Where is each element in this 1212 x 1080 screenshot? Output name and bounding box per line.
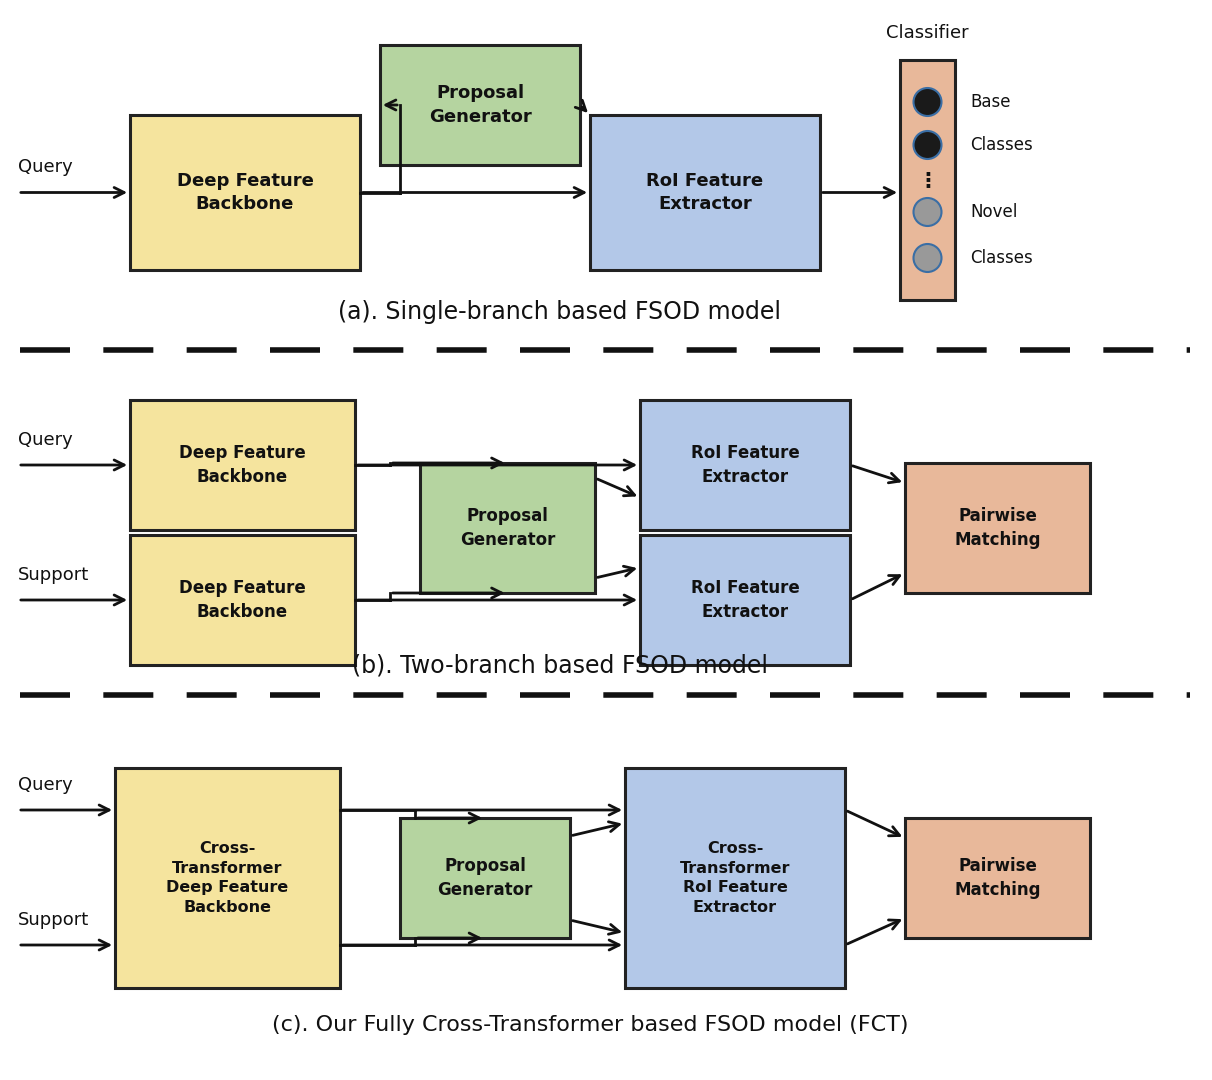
Text: Pairwise
Matching: Pairwise Matching bbox=[954, 858, 1041, 899]
Circle shape bbox=[914, 244, 942, 272]
Text: Support: Support bbox=[18, 912, 90, 929]
Text: Classifier: Classifier bbox=[886, 24, 968, 42]
FancyBboxPatch shape bbox=[640, 400, 850, 530]
FancyBboxPatch shape bbox=[115, 768, 341, 988]
Text: Support: Support bbox=[18, 566, 90, 584]
FancyBboxPatch shape bbox=[130, 400, 355, 530]
Text: RoI Feature
Extractor: RoI Feature Extractor bbox=[691, 444, 800, 486]
FancyBboxPatch shape bbox=[590, 114, 821, 270]
Text: Base: Base bbox=[970, 93, 1011, 111]
FancyBboxPatch shape bbox=[421, 463, 595, 593]
Text: Deep Feature
Backbone: Deep Feature Backbone bbox=[179, 444, 305, 486]
FancyBboxPatch shape bbox=[905, 463, 1090, 593]
Text: Novel: Novel bbox=[970, 203, 1017, 221]
FancyBboxPatch shape bbox=[130, 535, 355, 665]
Text: RoI Feature
Extractor: RoI Feature Extractor bbox=[691, 579, 800, 621]
Text: Deep Feature
Backbone: Deep Feature Backbone bbox=[177, 172, 314, 213]
Text: RoI Feature
Extractor: RoI Feature Extractor bbox=[646, 172, 764, 213]
FancyBboxPatch shape bbox=[905, 818, 1090, 939]
Text: Cross-
Transformer
RoI Feature
Extractor: Cross- Transformer RoI Feature Extractor bbox=[680, 841, 790, 915]
Text: Classes: Classes bbox=[970, 249, 1033, 267]
Text: Deep Feature
Backbone: Deep Feature Backbone bbox=[179, 579, 305, 621]
Circle shape bbox=[914, 198, 942, 226]
FancyBboxPatch shape bbox=[400, 818, 570, 939]
Text: Proposal
Generator: Proposal Generator bbox=[438, 858, 533, 899]
Text: (c). Our Fully Cross-Transformer based FSOD model (FCT): (c). Our Fully Cross-Transformer based F… bbox=[271, 1015, 908, 1035]
FancyBboxPatch shape bbox=[625, 768, 845, 988]
Text: Proposal
Generator: Proposal Generator bbox=[459, 508, 555, 549]
FancyBboxPatch shape bbox=[640, 535, 850, 665]
Circle shape bbox=[914, 87, 942, 116]
FancyBboxPatch shape bbox=[381, 45, 581, 165]
Text: Cross-
Transformer
Deep Feature
Backbone: Cross- Transformer Deep Feature Backbone bbox=[166, 841, 288, 915]
Text: ⋮: ⋮ bbox=[917, 170, 938, 190]
Text: (b). Two-branch based FSOD model: (b). Two-branch based FSOD model bbox=[351, 653, 768, 677]
Text: Query: Query bbox=[18, 159, 73, 176]
Text: Proposal
Generator: Proposal Generator bbox=[429, 84, 531, 125]
Text: Query: Query bbox=[18, 431, 73, 449]
Text: Pairwise
Matching: Pairwise Matching bbox=[954, 508, 1041, 549]
FancyBboxPatch shape bbox=[901, 60, 955, 300]
FancyBboxPatch shape bbox=[130, 114, 360, 270]
Circle shape bbox=[914, 131, 942, 159]
Text: Query: Query bbox=[18, 777, 73, 794]
Text: Classes: Classes bbox=[970, 136, 1033, 154]
Text: (a). Single-branch based FSOD model: (a). Single-branch based FSOD model bbox=[338, 300, 782, 324]
